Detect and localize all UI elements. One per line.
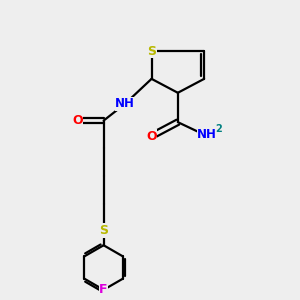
Text: 2: 2: [216, 124, 222, 134]
Text: NH: NH: [115, 97, 135, 110]
Text: O: O: [146, 130, 157, 142]
Text: NH: NH: [197, 128, 217, 141]
Text: O: O: [72, 114, 83, 127]
Text: F: F: [99, 283, 108, 296]
Text: S: S: [147, 44, 156, 58]
Text: S: S: [99, 224, 108, 237]
